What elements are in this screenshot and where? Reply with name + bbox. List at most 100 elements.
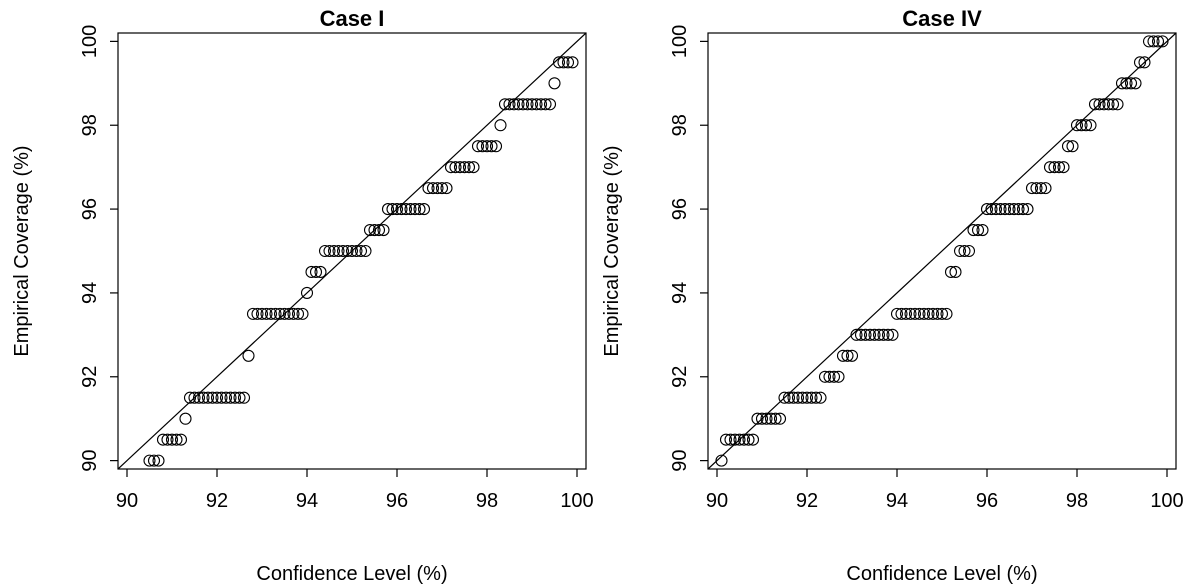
data-point: [215, 391, 228, 404]
data-point: [210, 391, 224, 404]
data-point: [791, 391, 805, 404]
data-point: [989, 203, 1003, 216]
data-point: [170, 433, 183, 446]
data-point: [1147, 35, 1160, 48]
data-point: [197, 391, 210, 404]
data-point: [1021, 203, 1034, 216]
data-point: [372, 223, 386, 237]
reference-line: [708, 33, 1176, 469]
data-point: [854, 328, 868, 341]
data-point: [1156, 35, 1169, 48]
data-point: [174, 433, 188, 446]
x-tick-label: 98: [476, 490, 498, 512]
data-point: [1138, 56, 1151, 69]
data-point: [881, 328, 895, 341]
data-point: [543, 98, 557, 111]
data-point: [368, 223, 381, 237]
data-point: [242, 349, 255, 362]
data-point: [237, 391, 251, 404]
data-point: [760, 412, 773, 425]
data-point: [188, 391, 201, 404]
data-point: [1084, 119, 1097, 132]
y-tick-label: 90: [79, 449, 101, 471]
data-point: [566, 56, 579, 69]
plot-frame: [707, 32, 1177, 470]
data-point: [994, 203, 1007, 216]
data-point: [755, 412, 769, 425]
data-point: [552, 56, 566, 69]
data-point: [1079, 119, 1093, 132]
data-point: [516, 98, 530, 111]
x-axis-label: Confidence Level (%): [846, 563, 1037, 585]
data-point: [323, 244, 336, 258]
data-point: [147, 454, 161, 467]
data-point: [746, 433, 760, 446]
data-point: [206, 391, 219, 404]
chart-title: Case I: [320, 6, 385, 31]
data-point: [809, 391, 823, 404]
data-point: [728, 433, 742, 446]
data-point: [359, 244, 372, 258]
data-point: [440, 182, 453, 195]
data-point: [922, 307, 935, 320]
data-point: [471, 140, 485, 153]
data-point: [287, 307, 300, 320]
data-point: [350, 244, 363, 258]
y-tick-label: 90: [669, 449, 691, 471]
data-point: [800, 391, 814, 404]
y-tick-label: 92: [79, 366, 101, 388]
data-point: [877, 328, 890, 341]
x-tick-label: 94: [296, 490, 318, 512]
data-point: [886, 328, 899, 341]
plot-frame: [117, 32, 587, 470]
data-point: [953, 244, 967, 258]
x-tick-label: 90: [706, 490, 728, 512]
data-point: [417, 203, 431, 216]
data-point: [282, 307, 296, 320]
data-point: [381, 203, 395, 216]
chart-panel-case-i: Case I 90 92 94 96 98 100 90 92 94 96 98 100 Confiden…: [11, 6, 594, 585]
data-point: [935, 307, 949, 320]
data-point: [841, 349, 854, 362]
y-tick-label: 94: [79, 282, 101, 304]
data-point: [1007, 203, 1021, 216]
data-point: [931, 307, 944, 320]
y-tick-label: 100: [79, 25, 101, 58]
data-point: [773, 412, 787, 425]
data-point: [201, 391, 215, 404]
data-point: [557, 56, 570, 69]
data-point: [724, 433, 737, 446]
data-point: [377, 223, 390, 237]
data-point: [165, 433, 179, 446]
data-point: [958, 244, 971, 258]
data-point: [264, 307, 278, 320]
data-point: [183, 391, 197, 404]
data-point: [850, 328, 863, 341]
data-point: [453, 161, 467, 174]
data-point: [949, 265, 962, 279]
data-point: [1066, 140, 1079, 153]
x-tick-label: 92: [206, 490, 228, 512]
data-point: [1129, 77, 1142, 90]
data-point: [1075, 119, 1088, 132]
data-point: [985, 203, 998, 216]
data-point: [1057, 161, 1070, 174]
data-point: [737, 433, 751, 446]
data-point: [733, 433, 746, 446]
data-point: [548, 77, 561, 90]
data-point: [769, 412, 782, 425]
y-tick-label: 92: [669, 366, 691, 388]
data-point: [260, 307, 273, 320]
data-point: [269, 307, 282, 320]
data-point: [764, 412, 778, 425]
data-point: [778, 391, 791, 404]
x-tick-label: 92: [796, 490, 818, 512]
data-point: [494, 119, 507, 132]
x-tick-label: 96: [976, 490, 998, 512]
data-point: [1151, 35, 1165, 48]
data-point: [534, 98, 548, 111]
data-point: [161, 433, 174, 446]
data-point: [458, 161, 471, 174]
data-point: [1012, 203, 1025, 216]
x-tick-label: 100: [560, 490, 593, 512]
